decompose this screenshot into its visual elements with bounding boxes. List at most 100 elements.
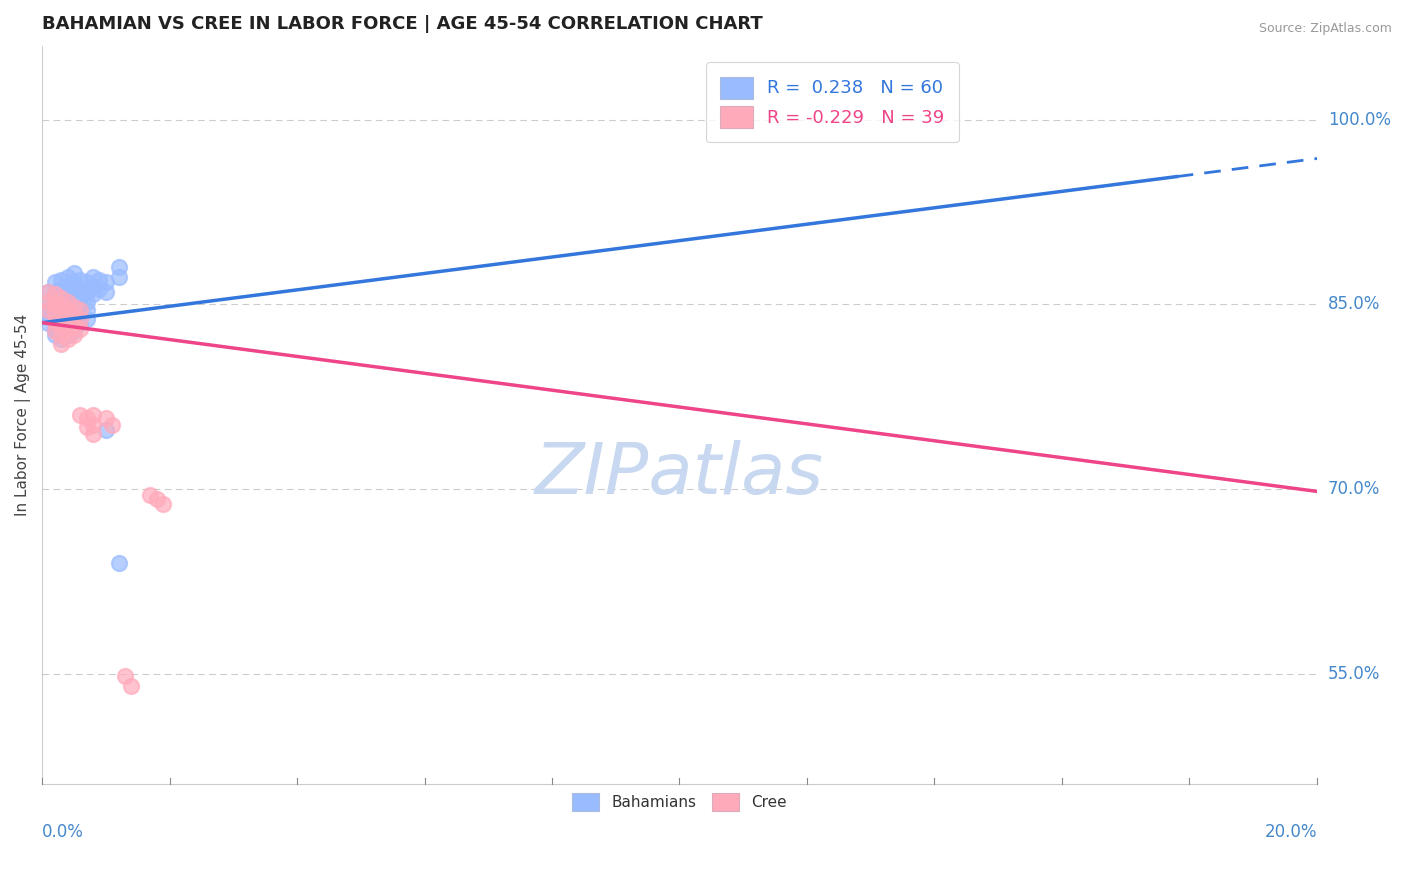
Text: 100.0%: 100.0% (1329, 111, 1391, 128)
Point (44, 291, 66, 305)
Point (51, 332, 73, 346)
Point (51, 310, 73, 324)
Point (56, 312, 79, 326)
Point (63, 316, 86, 330)
Point (44, 300, 66, 314)
Point (76, 303, 98, 318)
Point (63, 319, 86, 334)
Point (89, 272, 111, 286)
Point (44, 322, 66, 336)
Text: BAHAMIAN VS CREE IN LABOR FORCE | AGE 45-54 CORRELATION CHART: BAHAMIAN VS CREE IN LABOR FORCE | AGE 45… (42, 15, 763, 33)
Point (152, 497, 174, 511)
Point (69, 300, 91, 314)
Point (51, 291, 73, 305)
Point (107, 270, 129, 285)
Point (51, 283, 73, 297)
Point (37, 294, 59, 309)
Point (69, 272, 91, 286)
Point (82, 408, 104, 422)
Point (51, 310, 73, 324)
Point (63, 300, 86, 314)
Point (69, 312, 91, 326)
Point (63, 267, 86, 281)
Point (94, 285, 117, 299)
Point (76, 410, 98, 425)
Point (63, 283, 86, 297)
Point (146, 491, 169, 506)
Point (44, 314, 66, 328)
Point (76, 420, 98, 434)
Text: 70.0%: 70.0% (1329, 480, 1381, 498)
Point (139, 488, 162, 502)
Point (51, 336, 73, 351)
Point (94, 275, 117, 289)
Point (82, 278, 104, 293)
Point (37, 294, 59, 309)
Point (56, 319, 79, 334)
Point (37, 310, 59, 324)
Point (44, 316, 66, 330)
Point (101, 417, 124, 432)
Point (51, 287, 73, 301)
Point (44, 307, 66, 321)
Point (44, 285, 66, 299)
Point (44, 297, 66, 311)
Point (63, 324, 86, 338)
Point (56, 270, 79, 285)
Point (107, 556, 129, 570)
Point (56, 303, 79, 318)
Point (82, 417, 104, 432)
Point (69, 303, 91, 318)
Point (63, 310, 86, 324)
Y-axis label: In Labor Force | Age 45-54: In Labor Force | Age 45-54 (15, 314, 31, 516)
Point (56, 278, 79, 293)
Point (56, 303, 79, 318)
Point (51, 324, 73, 338)
Point (82, 426, 104, 441)
Point (51, 272, 73, 286)
Point (69, 291, 91, 305)
Point (69, 316, 91, 330)
Point (63, 307, 86, 321)
Point (76, 294, 98, 309)
Point (120, 679, 142, 693)
Point (37, 316, 59, 330)
Point (51, 316, 73, 330)
Point (107, 260, 129, 275)
Point (69, 408, 91, 422)
Point (56, 332, 79, 346)
Point (82, 287, 104, 301)
Point (56, 328, 79, 343)
Point (94, 423, 117, 437)
Point (51, 328, 73, 343)
Point (51, 303, 73, 318)
Point (94, 410, 117, 425)
Point (63, 328, 86, 343)
Point (69, 307, 91, 321)
Point (51, 319, 73, 334)
Point (51, 294, 73, 309)
Point (76, 312, 98, 326)
Text: 85.0%: 85.0% (1329, 295, 1381, 313)
Point (114, 669, 136, 683)
Text: ZIPatlas: ZIPatlas (536, 440, 824, 508)
Point (37, 303, 59, 318)
Point (63, 291, 86, 305)
Point (63, 275, 86, 289)
Point (76, 285, 98, 299)
Point (69, 322, 91, 336)
Point (44, 275, 66, 289)
Point (44, 287, 66, 301)
Legend: Bahamians, Cree: Bahamians, Cree (565, 787, 793, 817)
Text: Source: ZipAtlas.com: Source: ZipAtlas.com (1258, 22, 1392, 36)
Point (56, 312, 79, 326)
Point (44, 328, 66, 343)
Point (37, 303, 59, 318)
Point (37, 285, 59, 299)
Point (44, 307, 66, 321)
Point (76, 275, 98, 289)
Point (56, 294, 79, 309)
Point (37, 285, 59, 299)
Point (63, 300, 86, 314)
Point (56, 287, 79, 301)
